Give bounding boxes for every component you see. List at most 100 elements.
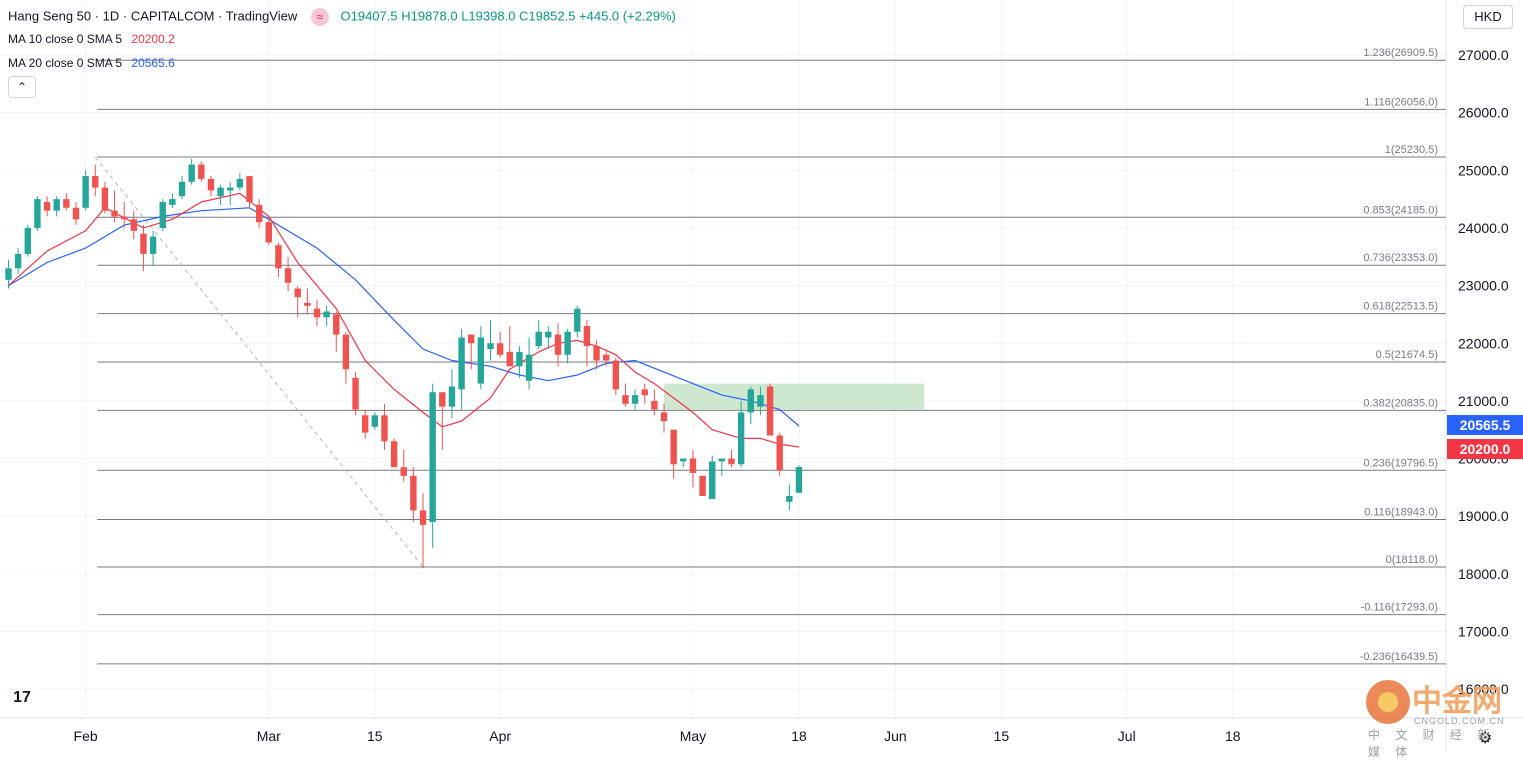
candle-down: [63, 193, 70, 211]
candle-up: [535, 320, 542, 350]
candle-down: [207, 176, 215, 197]
candle-up: [709, 455, 716, 499]
candle-body: [53, 199, 60, 211]
y-tick-label: 25000.0: [1458, 162, 1509, 178]
candle-body: [24, 227, 31, 254]
candle-body: [236, 178, 244, 188]
candle-body: [458, 337, 465, 390]
x-tick-label: Jun: [884, 728, 907, 744]
candle-down: [352, 372, 359, 416]
candle-down: [140, 225, 147, 272]
candle-body: [400, 467, 407, 476]
candle-down: [641, 383, 648, 404]
candle-body: [14, 253, 22, 269]
ma10-line: [8, 192, 800, 448]
candle-up: [188, 158, 195, 185]
time-axis: 17FebMar15AprMay18Jun15Jul18: [74, 728, 1241, 744]
candle-body: [564, 331, 571, 355]
candle-body: [689, 458, 697, 473]
candle-body: [361, 415, 369, 433]
candle-down: [496, 331, 504, 358]
candle-down: [361, 409, 369, 439]
symbol-title: Hang Seng 50 · 1D · CAPITALCOM · Trading…: [8, 8, 298, 24]
candle-up: [217, 184, 224, 205]
candle-up: [631, 389, 639, 410]
ma10-legend[interactable]: MA 10 close 0 SMA 5 20200.2: [8, 32, 175, 46]
candle-body: [554, 334, 562, 355]
y-tick-label: 22000.0: [1458, 335, 1509, 351]
x-tick-label: 18: [791, 728, 807, 744]
fib-level-label: -0.236(16439.5): [1360, 651, 1438, 663]
fib-level-label: 0.116(18943.0): [1364, 506, 1438, 518]
candle-down: [294, 285, 301, 318]
candle-down: [92, 164, 99, 197]
candle-up: [34, 196, 41, 231]
candle-down: [439, 392, 446, 450]
x-tick-label: 15: [994, 728, 1010, 744]
candle-body: [709, 461, 716, 499]
candle-body: [593, 346, 600, 361]
candle-down: [72, 202, 80, 226]
tradingview-logo-icon[interactable]: 17: [6, 686, 38, 710]
wave-icon[interactable]: ≈: [310, 8, 329, 26]
fib-level-label: 0(18118.0): [1386, 554, 1438, 566]
gear-icon[interactable]: ⚙: [1478, 730, 1493, 747]
fib-level-label: 1.236(26909.5): [1363, 47, 1438, 59]
x-tick-label: May: [680, 728, 706, 744]
candle-down: [593, 340, 600, 370]
candle-up: [458, 328, 465, 410]
candle-down: [342, 331, 350, 384]
candle-body: [487, 343, 494, 350]
candle-down: [728, 449, 735, 468]
candle-up: [680, 458, 687, 468]
candle-up: [24, 225, 31, 257]
x-tick-label: Feb: [74, 728, 98, 744]
currency-button[interactable]: HKD: [1463, 5, 1513, 29]
candle-down: [284, 256, 292, 292]
candle-body: [130, 219, 138, 231]
watermark-site: CNGOLD.COM.CN: [1414, 716, 1505, 726]
symbol-legend[interactable]: Hang Seng 50 · 1D · CAPITALCOM · Trading…: [8, 8, 676, 26]
candle-body: [631, 395, 639, 404]
candle-up: [525, 337, 533, 390]
candle-body: [583, 325, 591, 347]
candle-down: [101, 181, 109, 214]
candle-body: [43, 202, 51, 211]
candle-body: [699, 475, 706, 497]
candle-down: [304, 288, 311, 315]
y-tick-label: 27000.0: [1458, 47, 1509, 63]
candle-body: [92, 176, 99, 188]
candle-body: [82, 176, 89, 208]
candle-up: [371, 412, 379, 430]
candle-body: [795, 467, 803, 493]
collapse-legend-button[interactable]: ⌃: [8, 76, 36, 98]
candle-up: [718, 458, 726, 476]
candle-up: [564, 328, 571, 364]
candlesticks: [5, 158, 803, 569]
candle-down: [275, 242, 282, 277]
candle-body: [468, 334, 475, 344]
candle-body: [786, 496, 793, 502]
candle-body: [313, 308, 321, 318]
candle-body: [246, 176, 253, 203]
candle-down: [776, 432, 783, 476]
candle-down: [699, 475, 706, 497]
candle-body: [747, 389, 754, 413]
fib-level-label: 1.116(26056.0): [1364, 96, 1438, 108]
candle-body: [227, 187, 234, 191]
candle-up: [757, 386, 764, 416]
candle-up: [487, 320, 494, 361]
ma20-legend[interactable]: MA 20 close 0 SMA 5 20565.6: [8, 56, 175, 70]
candle-up: [5, 259, 12, 289]
candle-up: [786, 484, 793, 511]
candle-up: [747, 386, 754, 424]
candle-body: [651, 400, 658, 410]
candle-down: [554, 323, 562, 367]
candle-up: [227, 181, 234, 205]
candle-body: [757, 395, 764, 407]
candle-body: [217, 187, 224, 197]
candle-up: [795, 465, 803, 494]
candle-down: [246, 176, 253, 208]
